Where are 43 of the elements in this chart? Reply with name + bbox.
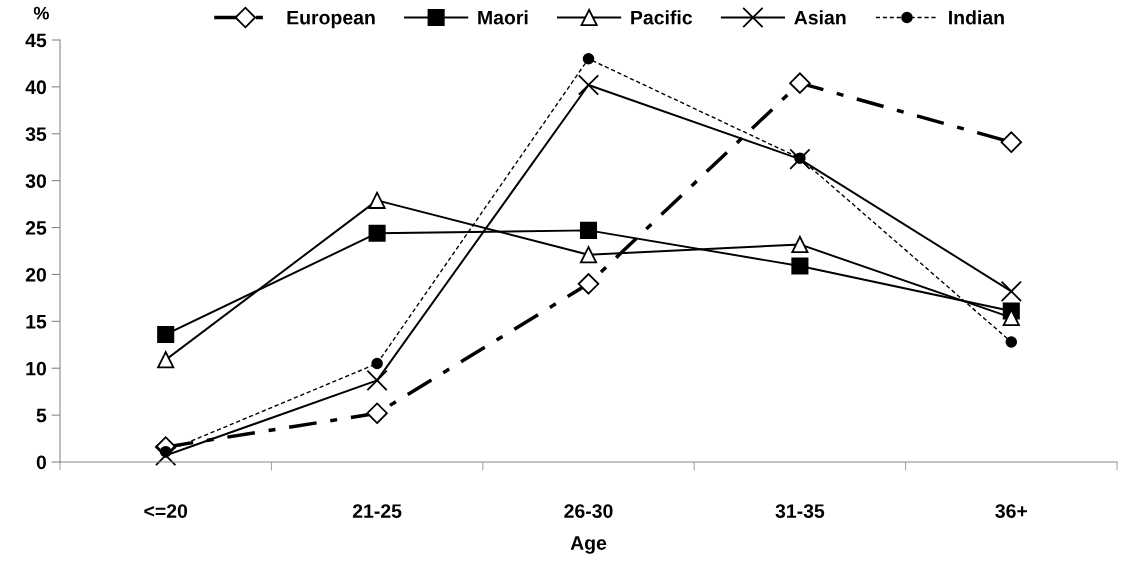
point — [366, 369, 388, 392]
y-tick-label: 15 — [26, 315, 47, 329]
x-tick-label: 36+ — [995, 504, 1027, 518]
point — [789, 72, 811, 94]
point — [579, 246, 598, 264]
y-tick-label: 5 — [36, 408, 47, 423]
y-tick-label: 35 — [25, 127, 47, 142]
point — [577, 273, 600, 295]
legend-label: Pacific — [631, 10, 693, 25]
point — [368, 224, 386, 242]
x-tick-label: 21-25 — [352, 504, 402, 518]
y-tick-label: 45 — [25, 33, 47, 48]
point — [579, 221, 598, 239]
y-tick-label: 0 — [36, 455, 47, 470]
y-tick-label: 10 — [26, 361, 47, 376]
point — [1005, 336, 1018, 348]
point — [791, 257, 809, 275]
point — [789, 148, 811, 170]
point — [1000, 131, 1023, 153]
legend-label: European — [287, 10, 375, 29]
point — [794, 152, 806, 164]
point — [157, 351, 175, 369]
legend-label: Asian — [794, 10, 846, 25]
point — [371, 357, 383, 370]
point — [1000, 280, 1022, 302]
point — [582, 52, 595, 65]
point — [155, 444, 177, 467]
point — [366, 402, 388, 424]
x-tick-label: 31-35 — [775, 504, 825, 518]
legend-label: Indian — [949, 10, 1004, 25]
y-tick-label: 20 — [25, 267, 47, 282]
point — [791, 235, 809, 253]
x-tick-label: 26-30 — [564, 504, 613, 518]
point — [368, 191, 386, 209]
x-tick-label: <=20 — [144, 504, 188, 518]
point — [157, 325, 175, 344]
x-axis-title: Age — [570, 536, 607, 554]
point — [577, 74, 600, 96]
legend-label: Maori — [478, 10, 528, 25]
y-tick-label: 40 — [25, 80, 47, 95]
y-axis-title: % — [33, 6, 49, 20]
y-tick-label: 30 — [25, 174, 47, 188]
y-tick-label: 25 — [25, 221, 47, 235]
